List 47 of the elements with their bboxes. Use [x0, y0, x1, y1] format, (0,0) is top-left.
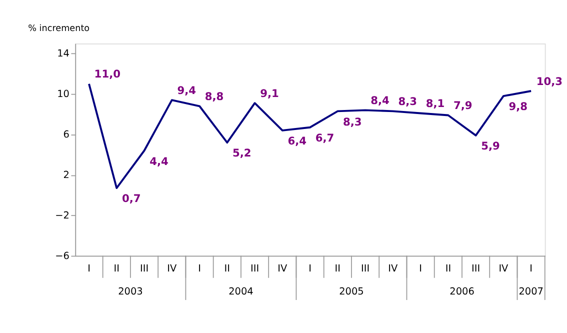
data-label: 8,3	[398, 95, 418, 108]
y-tick-label: 10	[57, 89, 70, 100]
y-tick-label: −2	[55, 210, 70, 222]
x-tick-label: II	[334, 264, 341, 275]
x-tick-label: II	[224, 264, 230, 275]
x-tick-label: I	[198, 264, 201, 275]
data-label: 8,3	[342, 115, 362, 128]
x-tick-label: I	[419, 264, 422, 275]
x-tick-label: IV	[167, 264, 177, 275]
data-label: 9,1	[260, 86, 279, 100]
data-label: 9,4	[177, 84, 196, 97]
data-label: 8,1	[426, 97, 445, 110]
data-label: 11,0	[94, 68, 120, 81]
data-label: 9,8	[508, 100, 528, 114]
x-tick-label: I	[88, 264, 90, 275]
data-label: 8,8	[204, 90, 224, 103]
text: 2007	[518, 286, 544, 298]
text: 2003	[118, 286, 143, 298]
x-tick-label: II	[445, 264, 452, 275]
x-tick-label: IV	[388, 264, 398, 275]
y-tick-label: 6	[63, 130, 70, 141]
data-label: 8,4	[370, 94, 390, 107]
data-label: 7,9	[453, 99, 472, 112]
x-tick-label: II	[114, 264, 120, 275]
x-tick-label: III	[360, 264, 370, 275]
data-label: 4,4	[150, 154, 168, 168]
data-label: 5,2	[232, 146, 252, 160]
data-label: 5,9	[481, 140, 500, 153]
text: 2004	[228, 286, 254, 298]
x-tick-label: III	[472, 264, 480, 275]
x-tick-label: IV	[498, 264, 509, 275]
line-series	[88, 82, 532, 190]
text: 2005	[339, 286, 364, 298]
y-axis-title: % incremento	[28, 24, 90, 34]
x-tick-label: IV	[278, 264, 288, 275]
y-tick-label: 2	[63, 170, 70, 181]
x-tick-label: I	[530, 264, 533, 275]
data-label: 6,7	[315, 132, 334, 145]
text: 2006	[450, 286, 474, 298]
data-label: 0,7	[122, 192, 141, 206]
data-label: 6,4	[288, 134, 307, 148]
data-label: 10,3	[536, 74, 563, 88]
x-tick-label: III	[250, 264, 260, 275]
x-tick-label: III	[140, 264, 149, 275]
x-tick-label: I	[308, 264, 312, 275]
y-tick-label: 14	[57, 48, 70, 60]
y-tick-label: −6	[55, 250, 70, 262]
